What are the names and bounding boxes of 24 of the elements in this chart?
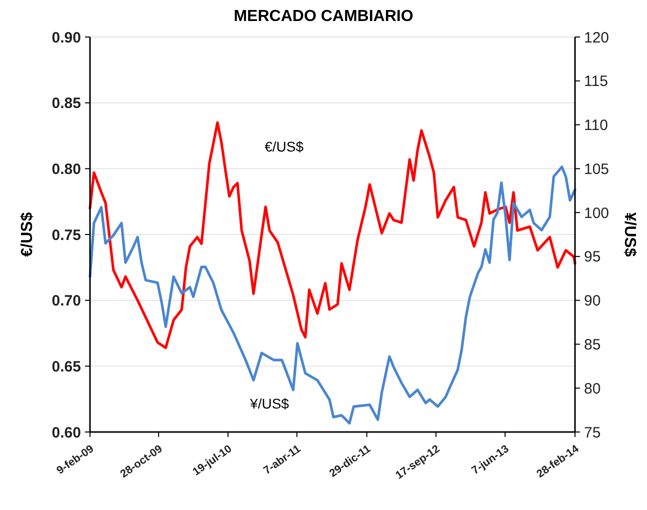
- y2-tick-label: 85: [584, 336, 601, 354]
- line-series: [88, 121, 576, 350]
- y-tick-label: 0.70: [52, 292, 81, 310]
- y-tick-label: 0.60: [52, 424, 81, 442]
- y2-tick-label: 75: [584, 424, 601, 442]
- series-label: ¥/US$: [249, 395, 290, 412]
- y-tick-label: 0.80: [52, 160, 81, 178]
- y-axis-title: €/US$: [19, 212, 36, 257]
- chart-title: MERCADO CAMBIARIO: [234, 8, 414, 25]
- y2-tick-label: 115: [584, 73, 608, 90]
- y2-tick-label: 90: [584, 292, 601, 310]
- y-tick-label: 0.75: [52, 226, 81, 244]
- y2-tick-label: 120: [584, 29, 610, 46]
- line-series: [88, 166, 576, 425]
- y2-tick-label: 105: [584, 160, 610, 178]
- y2-tick-label: 80: [584, 380, 601, 398]
- y2-tick-label: 100: [584, 204, 610, 222]
- y2-tick-label: 95: [584, 248, 601, 266]
- y-tick-label: 0.85: [52, 95, 81, 112]
- text: €/US$: [264, 138, 304, 155]
- y2-tick-label: 110: [584, 117, 608, 134]
- y-tick-label: 0.65: [52, 358, 81, 376]
- y-tick-label: 0.90: [52, 29, 81, 46]
- y2-axis-title: ¥/US$: [621, 212, 638, 257]
